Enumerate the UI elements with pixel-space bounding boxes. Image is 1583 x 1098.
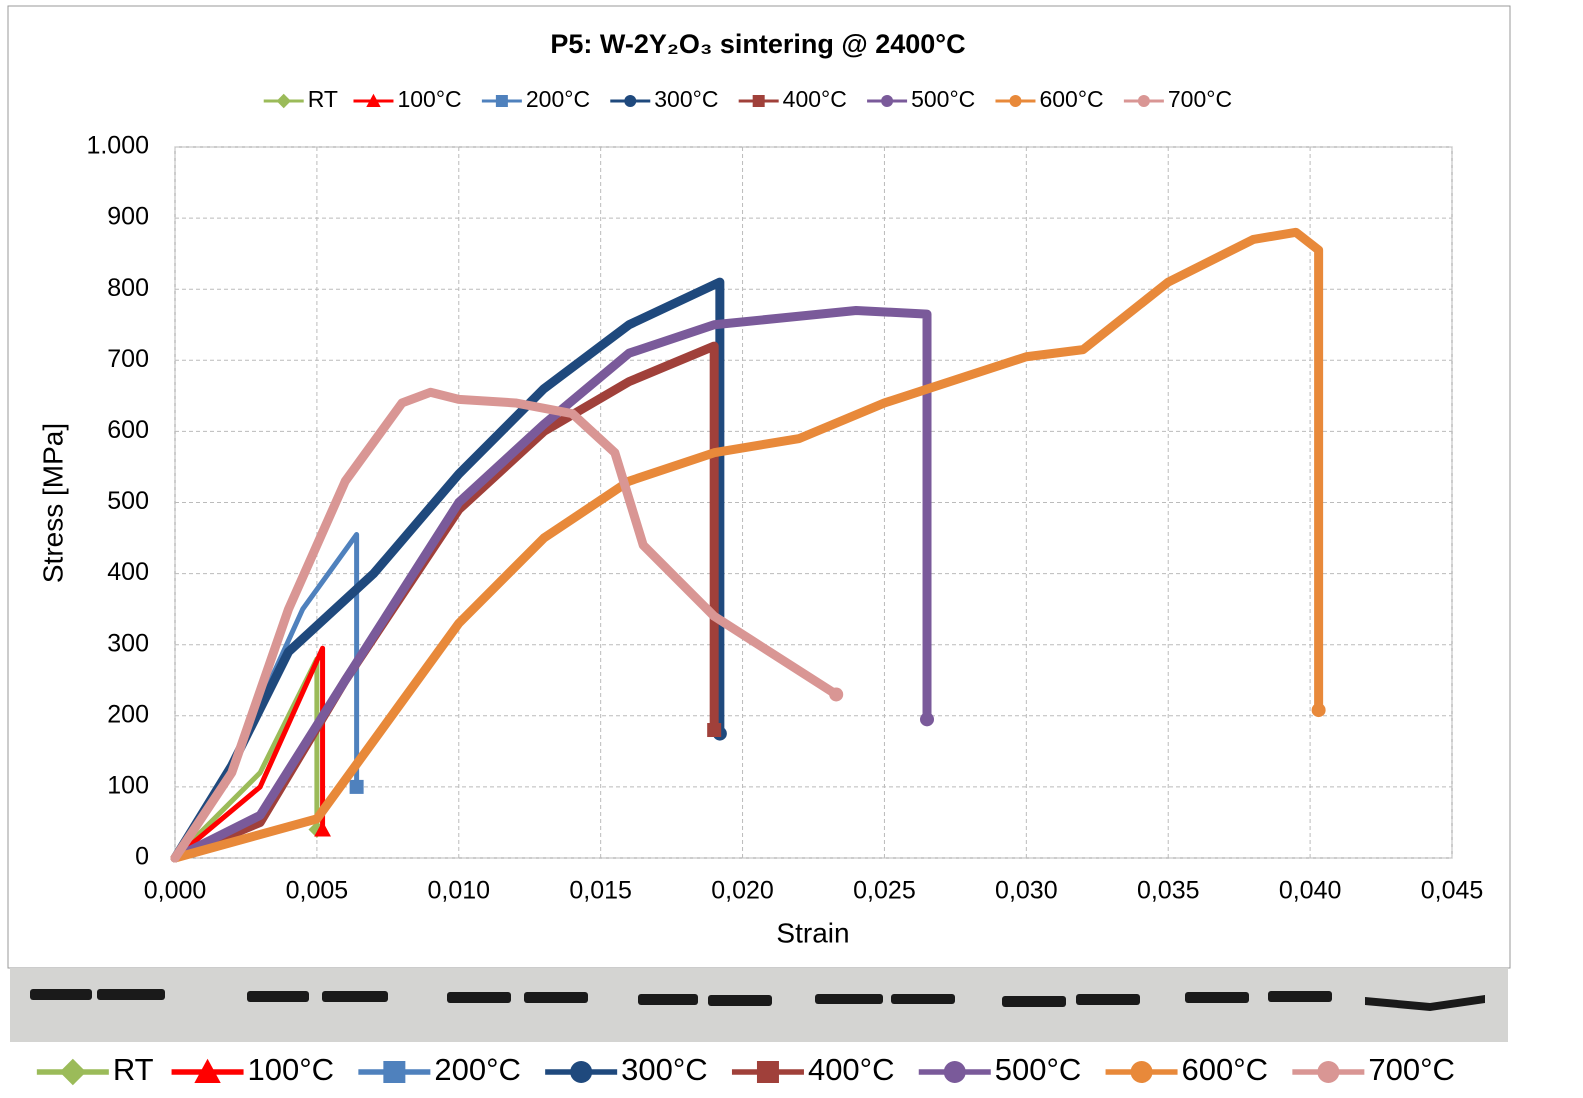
chart-title: P5: W-2Y₂O₃ sintering @ 2400°C [550, 29, 965, 59]
legend-label: 300°C [654, 86, 718, 112]
y-tick-label: 100 [107, 772, 149, 800]
legend-marker [881, 95, 894, 107]
legend-label: 500°C [995, 1052, 1082, 1087]
y-axis-title: Stress [MPa] [37, 423, 68, 583]
y-tick-label: 700 [107, 345, 149, 373]
legend-label: 100°C [397, 86, 461, 112]
legend-label: 200°C [434, 1052, 521, 1087]
x-tick-label: 0,015 [569, 877, 632, 905]
x-tick-label: 0,030 [995, 877, 1058, 905]
legend-marker [276, 93, 291, 109]
y-tick-label: 300 [107, 629, 149, 657]
legend-marker [1009, 95, 1022, 107]
legend-label: 700°C [1368, 1052, 1455, 1087]
legend-marker [366, 93, 381, 107]
x-axis-title: Strain [776, 917, 849, 948]
y-tick-label: 400 [107, 558, 149, 586]
legend-marker [752, 95, 765, 107]
legend-label: RT [113, 1052, 154, 1087]
specimen-photo [10, 968, 1508, 1042]
x-tick-label: 0,040 [1279, 877, 1342, 905]
x-tick-label: 0,025 [853, 877, 916, 905]
end-marker [314, 821, 331, 837]
legend-marker [495, 95, 508, 107]
legend-label: 600°C [1039, 86, 1103, 112]
y-tick-label: 900 [107, 203, 149, 231]
legend-marker [570, 1061, 593, 1083]
legend-label: 700°C [1168, 86, 1232, 112]
series-line [172, 656, 320, 861]
end-marker [920, 712, 935, 727]
legend-label: RT [308, 86, 338, 112]
legend-marker [943, 1061, 966, 1083]
legend-label: 400°C [808, 1052, 895, 1087]
series-line [170, 227, 1324, 863]
legend-marker [383, 1061, 406, 1083]
legend-label: 100°C [248, 1052, 335, 1087]
x-tick-label: 0,020 [711, 877, 774, 905]
series-line [172, 645, 326, 861]
y-tick-label: 200 [107, 700, 149, 728]
legend-label: 300°C [621, 1052, 708, 1087]
end-marker [1311, 703, 1326, 718]
legend-marker [1130, 1061, 1153, 1083]
end-marker [349, 779, 364, 794]
x-tick-label: 0,005 [286, 877, 349, 905]
legend-marker [624, 95, 637, 107]
legend-label: 600°C [1182, 1052, 1269, 1087]
y-tick-label: 500 [107, 487, 149, 515]
end-marker [707, 723, 722, 738]
series-line [170, 306, 932, 863]
legend-marker [1137, 95, 1150, 107]
chart-frame [7, 5, 1511, 969]
x-tick-label: 0,035 [1137, 877, 1200, 905]
y-tick-label: 600 [107, 416, 149, 444]
x-tick-label: 0,000 [144, 877, 207, 905]
legend-label: 200°C [526, 86, 590, 112]
x-tick-label: 0,010 [427, 877, 490, 905]
legend-marker [59, 1058, 87, 1086]
legend-label: 500°C [911, 86, 975, 112]
y-tick-label: 800 [107, 274, 149, 302]
legend-label: 400°C [783, 86, 847, 112]
x-tick-label: 0,045 [1421, 877, 1484, 905]
legend-marker [1317, 1061, 1340, 1083]
legend-marker [756, 1061, 779, 1083]
series-line [170, 387, 841, 863]
legend-marker [194, 1058, 221, 1083]
end-marker [829, 687, 844, 702]
y-tick-label: 0 [135, 843, 149, 871]
y-tick-label: 1.000 [86, 132, 149, 160]
